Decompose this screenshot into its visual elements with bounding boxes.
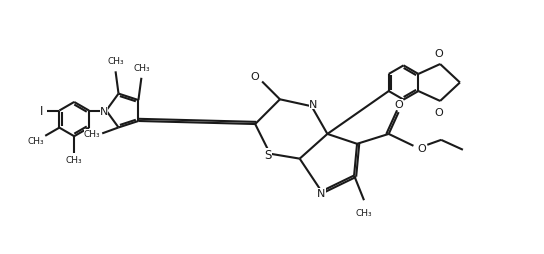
Text: CH₃: CH₃ (107, 57, 124, 66)
Text: N: N (310, 100, 318, 110)
Text: CH₃: CH₃ (28, 136, 44, 145)
Text: O: O (251, 71, 259, 81)
Text: CH₃: CH₃ (356, 208, 372, 217)
Text: CH₃: CH₃ (66, 155, 83, 164)
Text: CH₃: CH₃ (84, 129, 100, 138)
Text: O: O (435, 49, 443, 59)
Text: O: O (435, 107, 443, 117)
Text: N: N (100, 106, 108, 116)
Text: I: I (40, 105, 43, 118)
Text: N: N (317, 188, 326, 198)
Text: O: O (394, 100, 403, 110)
Text: O: O (417, 143, 426, 153)
Text: CH₃: CH₃ (133, 64, 150, 73)
Text: S: S (264, 149, 272, 162)
